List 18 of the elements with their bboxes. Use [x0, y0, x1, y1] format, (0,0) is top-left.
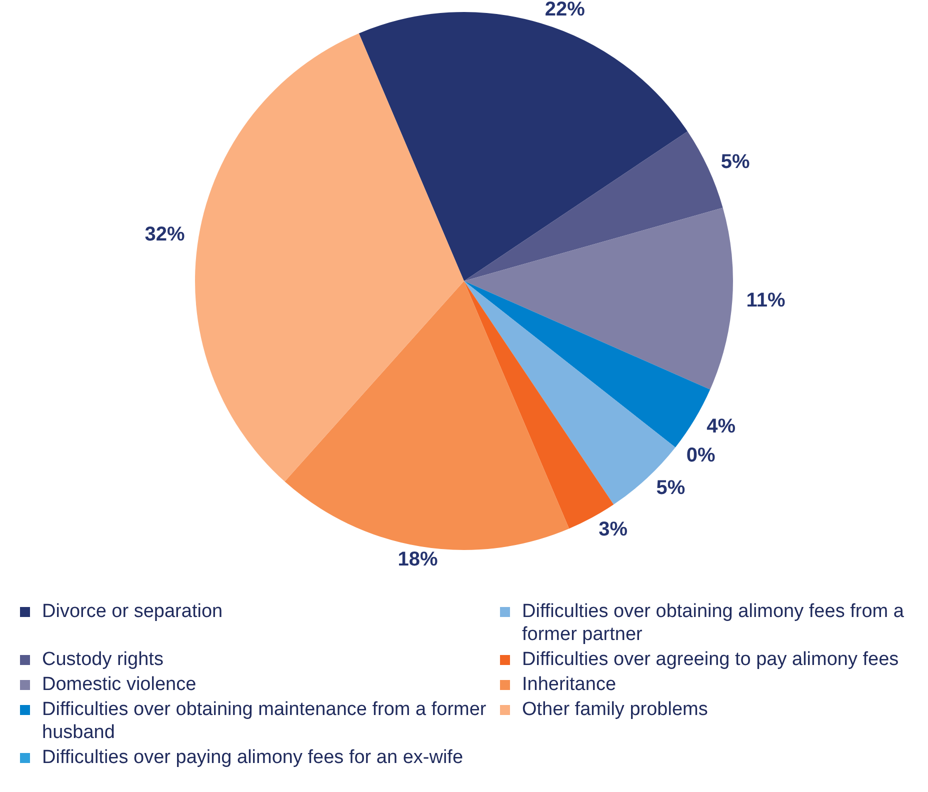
legend-label: Difficulties over agreeing to pay alimony fees	[522, 648, 899, 671]
data-label: 32%	[144, 223, 186, 246]
legend-label: Divorce or separation	[42, 600, 223, 623]
text: 0%	[686, 444, 716, 467]
legend-label: Other family problems	[522, 698, 708, 721]
legend-label: Difficulties over obtaining maintenance from a former husband	[42, 698, 488, 744]
data-label: 3%	[598, 518, 628, 540]
data-label: 5%	[656, 477, 686, 500]
data-label: 18%	[398, 548, 438, 571]
legend-label: Difficulties over obtaining alimony fees from a former partner	[522, 600, 905, 646]
data-label: 11%	[746, 289, 786, 312]
legend-label: Domestic violence	[42, 673, 196, 696]
data-label: 22%	[544, 0, 586, 20]
legend-label: Custody rights	[42, 648, 164, 671]
legend-label: Inheritance	[522, 673, 616, 696]
legend-label: Difficulties over paying alimony fees for an ex-wife	[42, 746, 464, 769]
data-label: 4%	[706, 415, 736, 438]
data-label: 5%	[720, 150, 750, 173]
